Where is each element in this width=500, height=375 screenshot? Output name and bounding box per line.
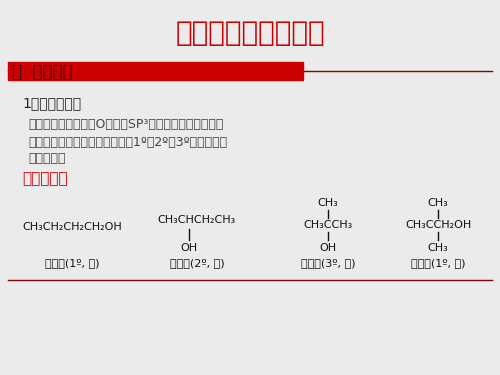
Text: 按羟基所连接的烷基可以分类为1º、2º、3º级醇（伯、: 按羟基所连接的烷基可以分类为1º、2º、3º级醇（伯、 [28,135,227,148]
Text: 普通命名：: 普通命名： [22,171,68,186]
Text: 第  一节：醇: 第 一节：醇 [12,63,72,81]
Text: 第十章：醇、醚、酚: 第十章：醇、醚、酚 [175,19,325,47]
Text: 正丁醇(1º, 伯): 正丁醇(1º, 伯) [45,258,99,268]
Text: CH₃CCH₂OH: CH₃CCH₂OH [405,220,471,230]
Text: CH₃: CH₃ [428,243,448,253]
Text: OH: OH [320,243,336,253]
Text: 仲、叔）。: 仲、叔）。 [28,153,66,165]
Text: 新戊醇(1º, 伯): 新戊醇(1º, 伯) [411,258,465,268]
Text: 醇的官能团为羟基，O原子为SP³杂化，分子极性较强，: 醇的官能团为羟基，O原子为SP³杂化，分子极性较强， [28,118,224,132]
Text: 仲丁醇(2º, 仲): 仲丁醇(2º, 仲) [170,258,224,268]
Text: CH₃: CH₃ [428,198,448,208]
Text: CH₃CHCH₂CH₃: CH₃CHCH₂CH₃ [158,215,236,225]
Text: CH₃: CH₃ [318,198,338,208]
Text: 叔丁醇(3º, 叔): 叔丁醇(3º, 叔) [301,258,355,268]
Text: 1、结构与命名: 1、结构与命名 [22,96,81,110]
Text: OH: OH [180,243,198,253]
Text: CH₃CCH₃: CH₃CCH₃ [304,220,352,230]
Bar [8,62,303,80]
Text: CH₃CH₂CH₂CH₂OH: CH₃CH₂CH₂CH₂OH [22,222,122,232]
